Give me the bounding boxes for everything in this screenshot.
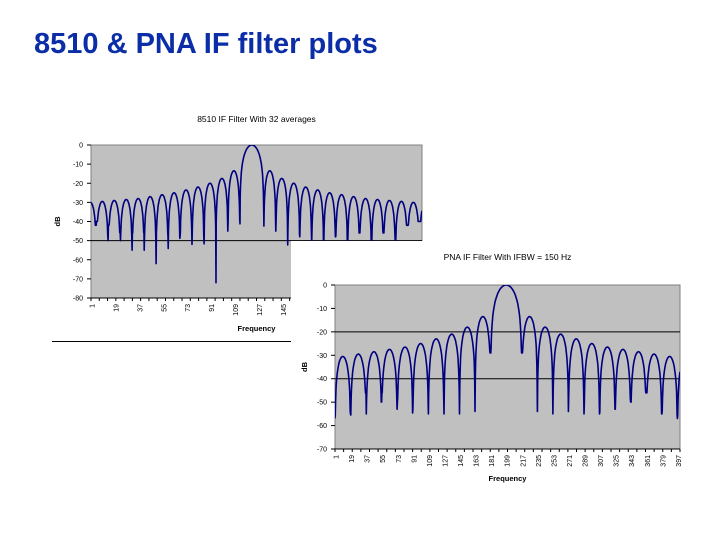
x-tick-label: 181 (489, 455, 496, 467)
x-tick-label: 19 (349, 455, 356, 463)
x-tick-label: 73 (396, 455, 403, 463)
y-axis-label: dB (300, 361, 309, 372)
x-tick-label: 1 (90, 304, 97, 308)
y-tick-label: -60 (73, 257, 83, 264)
x-axis-label: Frequency (238, 324, 277, 333)
x-tick-label: 37 (365, 455, 372, 463)
chart-pna-if-filter: PNA IF Filter With IFBW = 150 Hz 0 -10 -20 -… (291, 241, 701, 491)
x-tick-label: 379 (660, 455, 667, 467)
x-tick-label: 325 (614, 455, 621, 467)
x-tick-label: 343 (629, 455, 636, 467)
y-tick-label: -40 (73, 219, 83, 226)
x-tick-label: 73 (185, 304, 192, 312)
y-tick-label: -50 (317, 400, 327, 407)
y-tick-label: -30 (73, 200, 83, 207)
filter-response-trace (335, 285, 680, 420)
x-tick-label: 37 (137, 304, 144, 312)
chart-title: PNA IF Filter With IFBW = 150 Hz (444, 252, 572, 262)
x-tick-label: 91 (209, 304, 216, 312)
x-tick-label: 199 (505, 455, 512, 467)
x-tick-label: 127 (442, 455, 449, 467)
x-tick-label: 235 (536, 455, 543, 467)
x-tick-label: 127 (257, 304, 264, 316)
filter-response-trace (91, 145, 422, 284)
x-tick-label: 109 (233, 304, 240, 316)
slide-title: 8510 & PNA IF filter plots (34, 28, 378, 60)
x-tick-label: 307 (598, 455, 605, 467)
y-tick-label: -20 (73, 181, 83, 188)
x-tick-label: 361 (645, 455, 652, 467)
y-tick-label: 0 (323, 283, 327, 290)
x-tick-label: 55 (161, 304, 168, 312)
x-tick-label: 109 (427, 455, 434, 467)
x-tick-label: 1 (334, 455, 341, 459)
y-tick-label: -70 (317, 447, 327, 454)
chart-underline-divider (52, 341, 292, 342)
x-axis-label: Frequency (489, 474, 528, 483)
x-tick-label: 163 (474, 455, 481, 467)
y-tick-label: -10 (73, 162, 83, 169)
x-tick-label: 271 (567, 455, 574, 467)
y-tick-label: -20 (317, 329, 327, 336)
y-tick-label: -40 (317, 376, 327, 383)
x-tick-label: 217 (520, 455, 527, 467)
x-tick-label: 289 (583, 455, 590, 467)
x-tick-label: 19 (113, 304, 120, 312)
x-tick-label: 145 (281, 304, 288, 316)
x-tick-label: 397 (676, 455, 683, 467)
y-axis-label: dB (53, 216, 62, 227)
x-tick-label: 91 (411, 455, 418, 463)
plot-area (334, 284, 681, 450)
y-tick-label: -80 (73, 296, 83, 303)
y-tick-label: -30 (317, 353, 327, 360)
x-tick-label: 55 (380, 455, 387, 463)
y-tick-label: -10 (317, 306, 327, 313)
y-tick-label: -60 (317, 423, 327, 430)
x-tick-label: 145 (458, 455, 465, 467)
y-tick-label: -70 (73, 276, 83, 283)
chart-title: 8510 IF Filter With 32 averages (197, 114, 316, 124)
y-tick-label: 0 (79, 143, 83, 150)
y-tick-label: -50 (73, 238, 83, 245)
x-tick-label: 253 (551, 455, 558, 467)
